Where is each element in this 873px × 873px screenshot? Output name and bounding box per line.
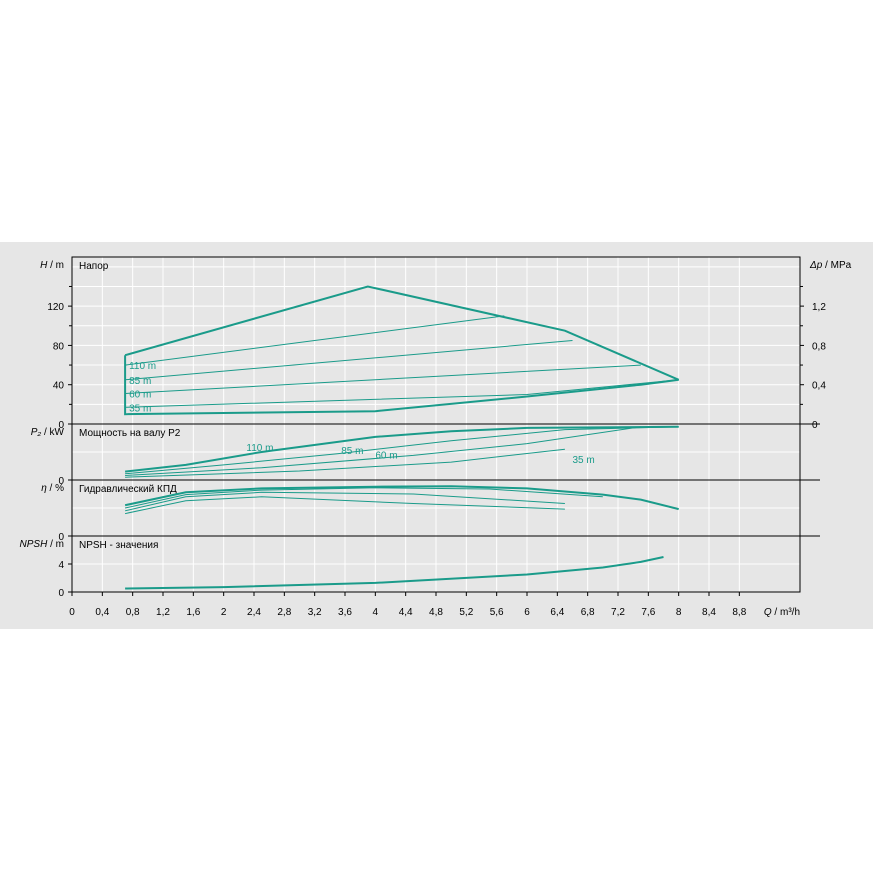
y-axis-sep: / — [47, 539, 55, 550]
x-tick-label: 2 — [221, 607, 227, 618]
curve-head-4 — [124, 285, 680, 381]
y-tick-label: 120 — [47, 302, 64, 313]
y-tick-label: 4 — [58, 560, 64, 571]
y-axis-var: H — [40, 260, 48, 271]
y-axis-unit: m — [56, 260, 64, 271]
y-tick-label: 0 — [58, 476, 64, 487]
x-tick-label: 0,4 — [95, 607, 109, 618]
right-tick-label: 0,8 — [812, 341, 826, 352]
curve-label-head: 60 m — [129, 390, 151, 401]
y-tick-label: 80 — [53, 341, 65, 352]
x-tick-label: 4,4 — [399, 607, 413, 618]
x-tick-label: 4 — [373, 607, 379, 618]
right-tick-label: 0,4 — [812, 381, 826, 392]
x-axis-var: Q — [764, 607, 772, 618]
x-axis-sep: / — [772, 607, 780, 618]
y-axis-sep: / — [47, 483, 55, 494]
curve-head-3 — [125, 379, 679, 408]
x-tick-label: 2,4 — [247, 607, 261, 618]
curve-label-head: 85 m — [129, 376, 151, 387]
right-tick-label: 0 — [812, 420, 818, 431]
panel-title-power: Мощность на валу P2 — [79, 428, 181, 439]
curve-power-3 — [125, 448, 565, 478]
panel-title-head: Напор — [79, 261, 109, 272]
y-tick-label: 0 — [58, 420, 64, 431]
x-tick-label: 5,2 — [459, 607, 473, 618]
curve-label-power: 60 m — [375, 451, 397, 462]
right-axis-unit: MPa — [831, 260, 852, 271]
curve-power-2 — [125, 426, 641, 476]
curve-head-5 — [124, 355, 679, 416]
curve-head-0 — [125, 315, 505, 366]
x-tick-label: 2,8 — [277, 607, 291, 618]
y-axis-var: η — [41, 483, 47, 494]
panel-title-npsh: NPSH - значения — [79, 540, 158, 551]
curve-label-head: 110 m — [129, 361, 156, 372]
y-tick-label: 40 — [53, 381, 65, 392]
y-axis-var: NPSH — [20, 539, 49, 550]
y-axis-sep: / — [47, 260, 55, 271]
x-tick-label: 6 — [524, 607, 530, 618]
x-tick-label: 6,8 — [581, 607, 595, 618]
x-tick-label: 6,4 — [550, 607, 564, 618]
curve-head-1 — [125, 340, 573, 381]
right-axis-label: Δp / MPa — [809, 260, 852, 271]
pump-curve-chart: 0 40 80 120 H / m Напор 0 0,4 0,8 1,2 Δp / MPa 110 … — [0, 242, 873, 629]
y-tick-label: 0 — [58, 588, 64, 599]
x-axis-label: Q / m³/h — [764, 607, 800, 618]
x-tick-label: 4,8 — [429, 607, 443, 618]
y-axis-label-head: H / m — [40, 260, 64, 271]
y-axis-label-npsh: NPSH / m — [20, 539, 64, 550]
right-axis-sep: / — [822, 260, 830, 271]
curve-efficiency-0 — [124, 485, 679, 511]
y-axis-sep: / — [41, 427, 49, 438]
x-tick-label: 7,6 — [641, 607, 655, 618]
curve-label-power: 35 m — [573, 455, 595, 466]
x-tick-label: 0 — [69, 607, 75, 618]
curve-efficiency-3 — [124, 496, 565, 515]
x-tick-label: 5,6 — [490, 607, 504, 618]
y-axis-unit: kW — [50, 427, 65, 438]
curve-efficiency-1 — [124, 487, 603, 509]
curve-npsh-0 — [125, 556, 664, 590]
curve-head-2 — [125, 364, 641, 394]
curve-power-1 — [125, 426, 679, 475]
curve-label-power: 110 m — [246, 443, 273, 454]
x-tick-label: 3,6 — [338, 607, 352, 618]
right-axis-var: Δp — [809, 260, 823, 271]
x-tick-label: 8 — [676, 607, 682, 618]
curve-efficiency-2 — [124, 491, 565, 512]
panel-title-efficiency: Гидравлический КПД — [79, 484, 177, 495]
x-tick-label: 0,8 — [126, 607, 140, 618]
y-axis-unit: % — [55, 483, 64, 494]
y-axis-unit: m — [56, 539, 64, 550]
x-tick-label: 1,6 — [186, 607, 200, 618]
x-tick-label: 7,2 — [611, 607, 625, 618]
x-axis-unit: m³/h — [780, 607, 800, 618]
right-tick-label: 1,2 — [812, 302, 826, 313]
y-axis-var: P₂ — [31, 427, 42, 438]
y-axis-label-power: P₂ / kW — [31, 427, 65, 438]
x-tick-label: 8,8 — [732, 607, 746, 618]
y-tick-label: 0 — [58, 532, 64, 543]
x-tick-label: 8,4 — [702, 607, 716, 618]
x-tick-label: 1,2 — [156, 607, 170, 618]
curve-power-0 — [124, 425, 679, 473]
x-tick-label: 3,2 — [308, 607, 322, 618]
y-axis-label-efficiency: η / % — [41, 483, 64, 494]
curve-label-power: 85 m — [341, 446, 363, 457]
curve-label-head: 35 m — [129, 403, 151, 414]
